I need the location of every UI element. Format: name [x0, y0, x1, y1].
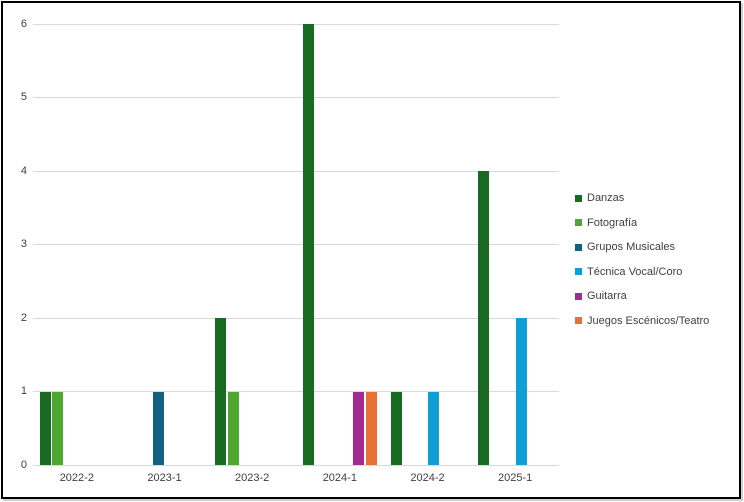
gridline — [33, 317, 559, 319]
gridline — [33, 23, 559, 25]
gridline — [33, 170, 559, 172]
legend-label: Técnica Vocal/Coro — [587, 265, 683, 278]
legend-item: Técnica Vocal/Coro — [575, 260, 739, 285]
bar-t-cnica-vocal-coro-2025-1 — [515, 318, 527, 465]
legend-swatch-icon — [575, 219, 582, 227]
legend-swatch-icon — [575, 194, 582, 202]
y-tick-label: 0 — [20, 458, 27, 471]
x-tick-label: 2023-2 — [235, 472, 270, 484]
bar-t-cnica-vocal-coro-2024-2 — [428, 391, 440, 465]
bar-fotograf-a-2022-2 — [52, 391, 64, 465]
legend-swatch-icon — [575, 317, 582, 325]
legend-item: Guitarra — [575, 284, 739, 309]
bar-juegos-esc-nicos-teatro-2024-1 — [365, 391, 377, 465]
x-tick-label: 2025-1 — [498, 472, 533, 484]
legend-swatch-icon — [575, 292, 582, 300]
bar-danzas-2024-2 — [390, 391, 402, 465]
y-tick-label: 5 — [20, 91, 27, 103]
gridline — [33, 244, 559, 245]
x-tick-label: 2022-2 — [59, 472, 94, 484]
gridline — [33, 97, 559, 98]
legend-item: Grupos Musicales — [575, 235, 739, 260]
y-tick-label: 2 — [20, 311, 27, 324]
bar-fotograf-a-2023-2 — [227, 391, 239, 465]
bar-danzas-2025-1 — [478, 171, 490, 465]
legend-label: Juegos Escénicos/Teatro — [587, 314, 710, 327]
legend-label: Grupos Musicales — [587, 241, 676, 254]
bar-grupos-musicales-2023-1 — [152, 391, 164, 465]
legend-label: Danzas — [587, 192, 625, 205]
legend-label: Fotografía — [587, 216, 638, 229]
gridline — [33, 391, 559, 392]
legend-swatch-icon — [575, 268, 582, 276]
y-tick-label: 1 — [20, 385, 27, 397]
bar-guitarra-2024-1 — [353, 391, 365, 465]
x-tick-label: 2023-1 — [147, 472, 182, 484]
x-tick-label: 2024-1 — [322, 472, 357, 484]
y-tick-label: 3 — [20, 238, 27, 250]
legend-label: Guitarra — [587, 290, 627, 303]
bar-danzas-2022-2 — [39, 391, 51, 465]
bar-danzas-2023-2 — [215, 318, 227, 465]
x-tick-label: 2024-2 — [410, 472, 445, 484]
y-tick-label: 4 — [20, 164, 27, 177]
legend-item: Danzas — [575, 186, 739, 211]
legend: Danzas Fotografía Grupos Musicales Técnica … — [575, 186, 739, 334]
legend-swatch-icon — [575, 243, 582, 251]
y-tick-label: 6 — [20, 17, 27, 30]
plot-area — [33, 23, 559, 466]
bar-danzas-2024-1 — [302, 24, 314, 465]
legend-item: Fotografía — [575, 211, 739, 236]
legend-item: Juegos Escénicos/Teatro — [575, 309, 739, 334]
gridline — [33, 464, 559, 466]
y-axis: 0 1 2 3 4 5 6 — [3, 18, 27, 470]
x-axis: 2022-2 2023-1 2023-2 2024-1 2024-2 2025-1 — [33, 472, 559, 488]
